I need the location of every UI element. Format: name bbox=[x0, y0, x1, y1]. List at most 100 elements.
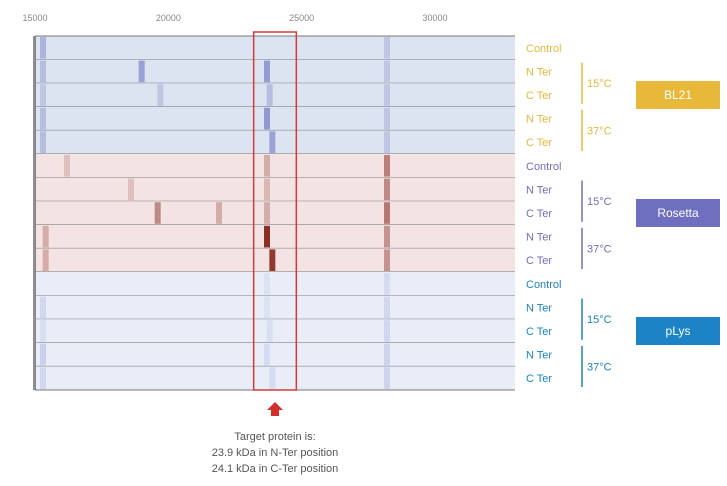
lane-edge bbox=[33, 248, 36, 272]
lane bbox=[33, 177, 515, 202]
band bbox=[40, 320, 46, 342]
band bbox=[384, 131, 390, 153]
band bbox=[40, 343, 46, 366]
temperature-brackets: 15°C 37°C 15°C 37°C 15°C 37°C bbox=[581, 62, 612, 387]
lane bbox=[33, 83, 515, 108]
lane-background bbox=[35, 295, 515, 320]
lane-edge bbox=[33, 319, 36, 343]
band bbox=[384, 202, 390, 224]
band bbox=[42, 249, 49, 271]
band bbox=[40, 37, 46, 59]
band bbox=[266, 84, 273, 106]
temp-label: 15°C bbox=[587, 196, 612, 208]
target-protein-highlight-box bbox=[252, 31, 298, 391]
annotation-line-1: Target protein is: bbox=[234, 431, 316, 443]
band bbox=[264, 107, 270, 130]
band bbox=[384, 249, 390, 271]
band bbox=[269, 131, 276, 153]
lane-labels: Control N Ter C Ter N Ter C Ter Control N Ter C… bbox=[526, 43, 561, 385]
lane-label: N Ter bbox=[526, 114, 552, 126]
lane-label: Control bbox=[526, 279, 561, 291]
band bbox=[264, 202, 270, 224]
lane-background bbox=[35, 177, 515, 202]
band bbox=[42, 225, 49, 248]
band bbox=[266, 320, 273, 342]
band bbox=[40, 60, 46, 83]
lane-edge bbox=[33, 177, 36, 202]
band bbox=[154, 202, 161, 224]
band bbox=[384, 60, 390, 83]
lane-label: N Ter bbox=[526, 184, 552, 196]
group-label-box: BL21 bbox=[636, 81, 720, 109]
lane-label: N Ter bbox=[526, 232, 552, 244]
lane-background bbox=[35, 154, 515, 178]
lane-background bbox=[35, 201, 515, 225]
band bbox=[384, 155, 390, 177]
band bbox=[264, 178, 270, 201]
lane-edge bbox=[33, 36, 36, 60]
band bbox=[384, 225, 390, 248]
lane-label: C Ter bbox=[526, 326, 552, 338]
lane bbox=[33, 59, 515, 84]
lane-label: C Ter bbox=[526, 373, 552, 385]
band bbox=[138, 60, 145, 83]
lane-label: N Ter bbox=[526, 350, 552, 362]
band bbox=[40, 107, 46, 130]
band bbox=[64, 155, 70, 177]
band bbox=[269, 249, 276, 271]
lane-edge bbox=[33, 83, 36, 107]
band bbox=[384, 273, 390, 295]
temp-label: 15°C bbox=[587, 314, 612, 326]
band bbox=[384, 84, 390, 106]
x-tick-label: 30000 bbox=[422, 13, 447, 23]
x-tick-label: 25000 bbox=[289, 13, 314, 23]
lane bbox=[33, 224, 515, 249]
x-tick-label: 20000 bbox=[156, 13, 181, 23]
lane-edge bbox=[33, 201, 36, 225]
lane-label: Control bbox=[526, 161, 561, 173]
lane bbox=[33, 342, 515, 367]
band bbox=[157, 84, 164, 106]
target-arrow-icon bbox=[267, 402, 283, 416]
group-label-box: pLys bbox=[636, 317, 720, 345]
lane bbox=[33, 319, 515, 344]
lane-background bbox=[35, 36, 515, 60]
band bbox=[128, 178, 134, 201]
band bbox=[384, 343, 390, 366]
band bbox=[264, 343, 270, 366]
band bbox=[40, 367, 46, 389]
lane bbox=[33, 366, 515, 391]
lane-edge bbox=[33, 224, 36, 249]
lane-label: C Ter bbox=[526, 90, 552, 102]
lane-label: C Ter bbox=[526, 255, 552, 267]
temp-label: 37°C bbox=[587, 125, 612, 137]
lane-background bbox=[35, 342, 515, 367]
band bbox=[40, 296, 46, 319]
lane bbox=[33, 295, 515, 320]
lane bbox=[33, 248, 515, 273]
annotation-line-3: 24.1 kDa in C-Ter position bbox=[211, 463, 339, 475]
lanes bbox=[33, 35, 515, 391]
lane-background bbox=[35, 59, 515, 84]
temp-label: 37°C bbox=[587, 243, 612, 255]
lane-edge bbox=[33, 59, 36, 84]
band bbox=[264, 296, 270, 319]
band bbox=[264, 273, 270, 295]
lane bbox=[33, 106, 515, 131]
band bbox=[40, 131, 46, 153]
band bbox=[384, 296, 390, 319]
band bbox=[384, 107, 390, 130]
lane-edge bbox=[33, 154, 36, 178]
band bbox=[40, 84, 46, 106]
x-tick-label: 15000 bbox=[22, 13, 47, 23]
lane-edge bbox=[33, 106, 36, 131]
temp-label: 15°C bbox=[587, 78, 612, 90]
band bbox=[216, 202, 222, 224]
lane-background bbox=[35, 366, 515, 390]
lane-background bbox=[35, 106, 515, 131]
lane-label: Control bbox=[526, 43, 561, 55]
x-axis-ticks: 15000 20000 25000 30000 bbox=[22, 13, 447, 23]
lane bbox=[33, 36, 515, 61]
lane-label: N Ter bbox=[526, 302, 552, 314]
